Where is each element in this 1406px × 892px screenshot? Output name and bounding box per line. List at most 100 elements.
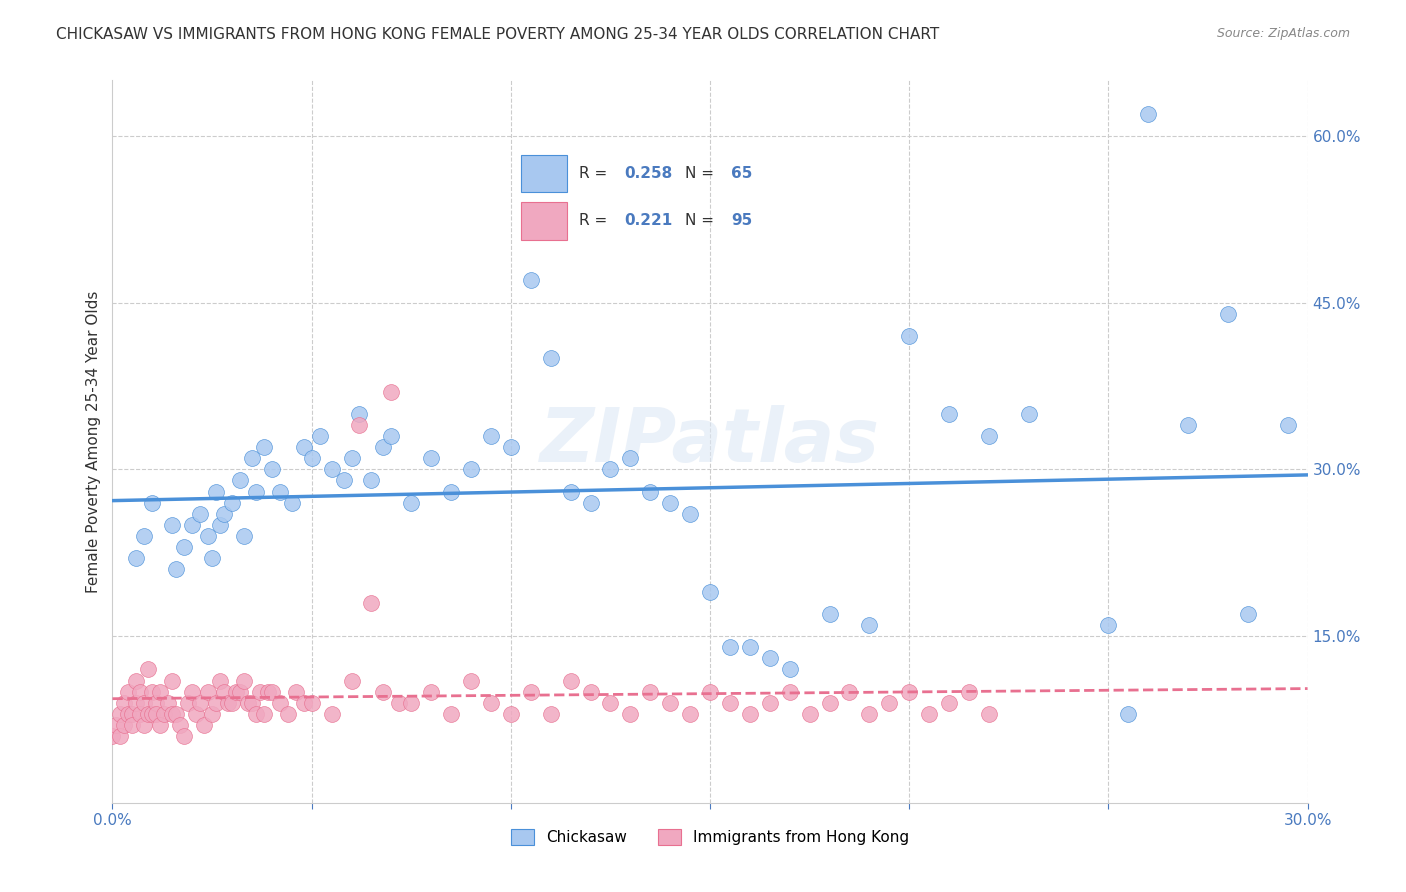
Point xyxy=(134,696,156,710)
Point xyxy=(281,496,304,510)
Point xyxy=(349,417,371,432)
Point xyxy=(679,706,702,721)
Text: ZIPatlas: ZIPatlas xyxy=(540,405,880,478)
Point xyxy=(340,673,363,688)
Point xyxy=(540,351,562,366)
Point xyxy=(1137,106,1160,120)
Point xyxy=(420,684,443,698)
Point xyxy=(105,718,128,732)
Point xyxy=(401,696,423,710)
Point xyxy=(579,496,602,510)
Point xyxy=(619,706,641,721)
Point xyxy=(1118,706,1140,721)
Point xyxy=(212,507,235,521)
Point xyxy=(205,484,228,499)
Point xyxy=(188,507,211,521)
Point xyxy=(380,429,402,443)
Point xyxy=(257,684,280,698)
Point xyxy=(977,429,1000,443)
Point xyxy=(149,718,172,732)
Point xyxy=(181,684,204,698)
Point xyxy=(799,706,821,721)
Point xyxy=(277,706,299,721)
Point xyxy=(1237,607,1260,621)
Point xyxy=(165,562,187,576)
Point xyxy=(938,407,960,421)
Point xyxy=(221,696,243,710)
Point xyxy=(145,706,167,721)
Point xyxy=(301,696,323,710)
Text: CHICKASAW VS IMMIGRANTS FROM HONG KONG FEMALE POVERTY AMONG 25-34 YEAR OLDS CORR: CHICKASAW VS IMMIGRANTS FROM HONG KONG F… xyxy=(56,27,939,42)
Point xyxy=(520,684,543,698)
Point xyxy=(759,651,782,665)
Point xyxy=(253,440,276,454)
Point xyxy=(321,706,343,721)
Point xyxy=(269,696,291,710)
Point xyxy=(401,496,423,510)
Point xyxy=(858,706,880,721)
Point xyxy=(240,451,263,466)
Point xyxy=(149,684,172,698)
Point xyxy=(679,507,702,521)
Point xyxy=(340,451,363,466)
Point xyxy=(197,529,219,543)
Point xyxy=(145,696,167,710)
Point xyxy=(114,696,135,710)
Point xyxy=(229,684,252,698)
Point xyxy=(659,696,682,710)
Point xyxy=(162,706,183,721)
Point xyxy=(738,640,761,655)
Point xyxy=(138,662,160,676)
Point xyxy=(173,729,195,743)
Point xyxy=(1277,417,1299,432)
Point xyxy=(141,496,163,510)
Point xyxy=(221,496,243,510)
Point xyxy=(308,429,330,443)
Point xyxy=(373,440,395,454)
Point xyxy=(599,462,621,476)
Point xyxy=(134,529,156,543)
Point xyxy=(138,706,160,721)
Point xyxy=(162,517,183,532)
Point xyxy=(253,706,276,721)
Point xyxy=(738,706,761,721)
Point xyxy=(977,706,1000,721)
Point xyxy=(217,696,239,710)
Point xyxy=(141,706,163,721)
Point xyxy=(193,718,215,732)
Point xyxy=(117,706,139,721)
Point xyxy=(957,684,980,698)
Point xyxy=(599,696,621,710)
Legend: Chickasaw, Immigrants from Hong Kong: Chickasaw, Immigrants from Hong Kong xyxy=(503,822,917,853)
Point xyxy=(360,474,382,488)
Point xyxy=(349,407,371,421)
Point xyxy=(818,696,841,710)
Point xyxy=(540,706,562,721)
Point xyxy=(121,706,143,721)
Point xyxy=(284,684,307,698)
Point xyxy=(440,706,463,721)
Point xyxy=(460,462,482,476)
Point xyxy=(420,451,443,466)
Point xyxy=(129,706,152,721)
Point xyxy=(1177,417,1199,432)
Point xyxy=(1216,307,1239,321)
Point xyxy=(332,474,354,488)
Point xyxy=(718,640,741,655)
Point xyxy=(560,673,582,688)
Point xyxy=(1018,407,1040,421)
Point xyxy=(201,706,224,721)
Point xyxy=(640,684,662,698)
Point xyxy=(181,517,204,532)
Point xyxy=(114,718,135,732)
Point xyxy=(201,551,224,566)
Point xyxy=(1097,618,1119,632)
Point xyxy=(249,684,271,698)
Point xyxy=(173,540,195,554)
Point xyxy=(579,684,602,698)
Point xyxy=(479,696,502,710)
Point xyxy=(659,496,682,510)
Point xyxy=(121,718,143,732)
Point xyxy=(918,706,941,721)
Point xyxy=(101,729,124,743)
